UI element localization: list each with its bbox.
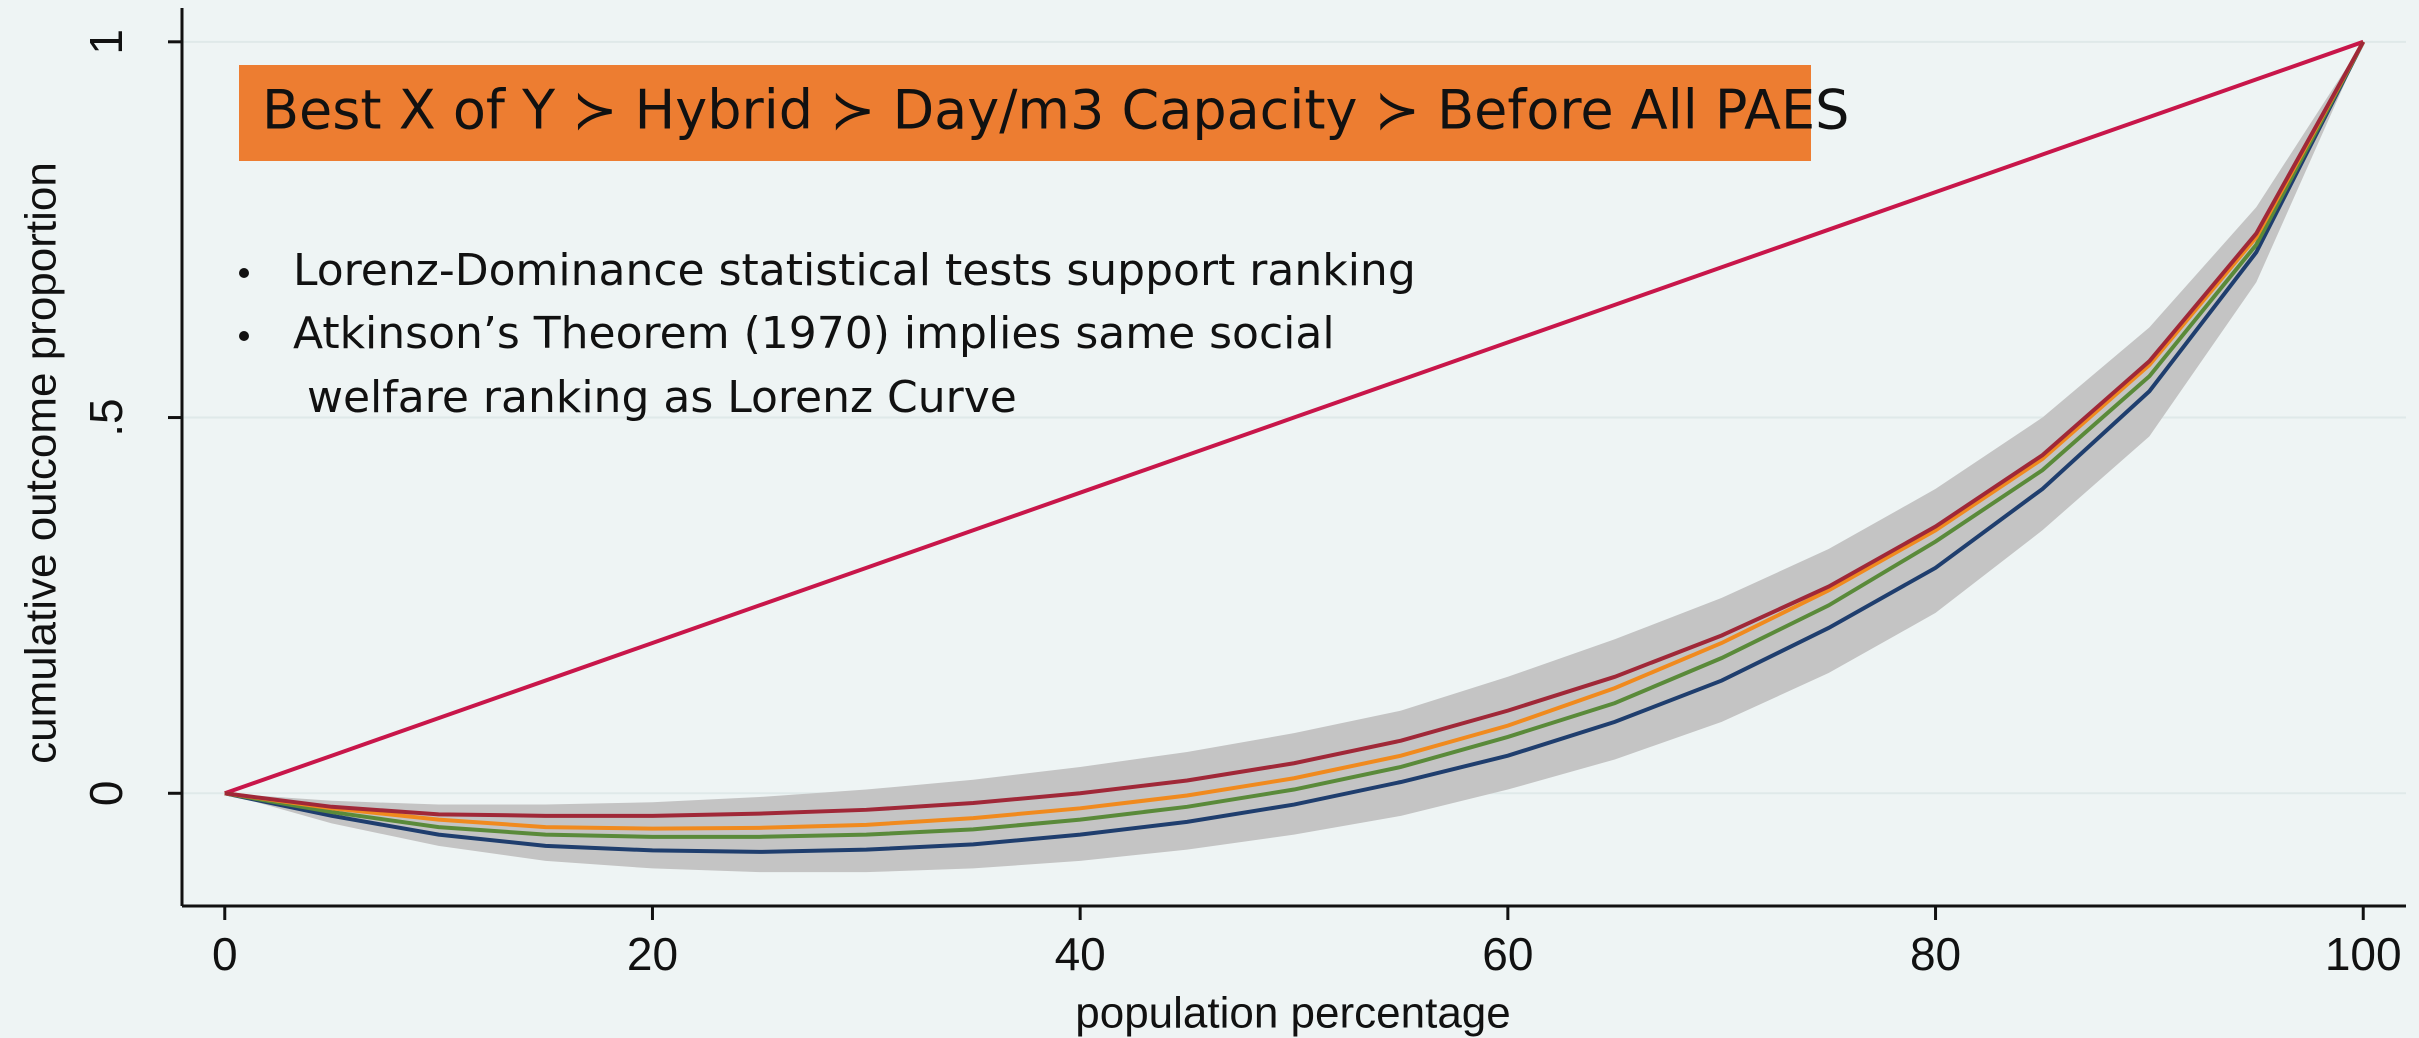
y-tick-label: 0 bbox=[80, 780, 132, 806]
bullet-text: Atkinson’s Theorem (1970) implies same s… bbox=[293, 308, 1335, 359]
lorenz-line bbox=[224, 40, 2365, 839]
lorenz-line bbox=[224, 40, 2365, 831]
x-tick-label: 100 bbox=[2325, 928, 2402, 980]
x-tick-label: 20 bbox=[627, 928, 678, 980]
y-tick-label: .5 bbox=[80, 398, 132, 436]
ranking-text: Best X of Y ≻ Hybrid ≻ Day/m3 Capacity ≻… bbox=[262, 79, 1849, 142]
bullet bbox=[239, 268, 249, 278]
bullet-text: Lorenz-Dominance statistical tests suppo… bbox=[293, 245, 1416, 296]
plot bbox=[182, 39, 2406, 873]
x-axis-label: population percentage bbox=[1075, 989, 1510, 1038]
lorenz-line bbox=[224, 40, 2365, 818]
x-tick-label: 60 bbox=[1482, 928, 1533, 980]
x-tick-label: 0 bbox=[212, 928, 238, 980]
bullet-text: welfare ranking as Lorenz Curve bbox=[307, 372, 1017, 423]
y-tick-label: 1 bbox=[80, 29, 132, 55]
lorenz-line bbox=[224, 40, 2366, 854]
lorenz-line bbox=[224, 39, 2364, 796]
x-tick-label: 80 bbox=[1910, 928, 1961, 980]
confidence-band bbox=[224, 41, 2364, 873]
x-tick-label: 40 bbox=[1055, 928, 1106, 980]
bullet bbox=[239, 331, 249, 341]
y-axis-label: cumulative outcome proportion bbox=[17, 162, 66, 764]
ranking-box bbox=[239, 65, 1811, 161]
